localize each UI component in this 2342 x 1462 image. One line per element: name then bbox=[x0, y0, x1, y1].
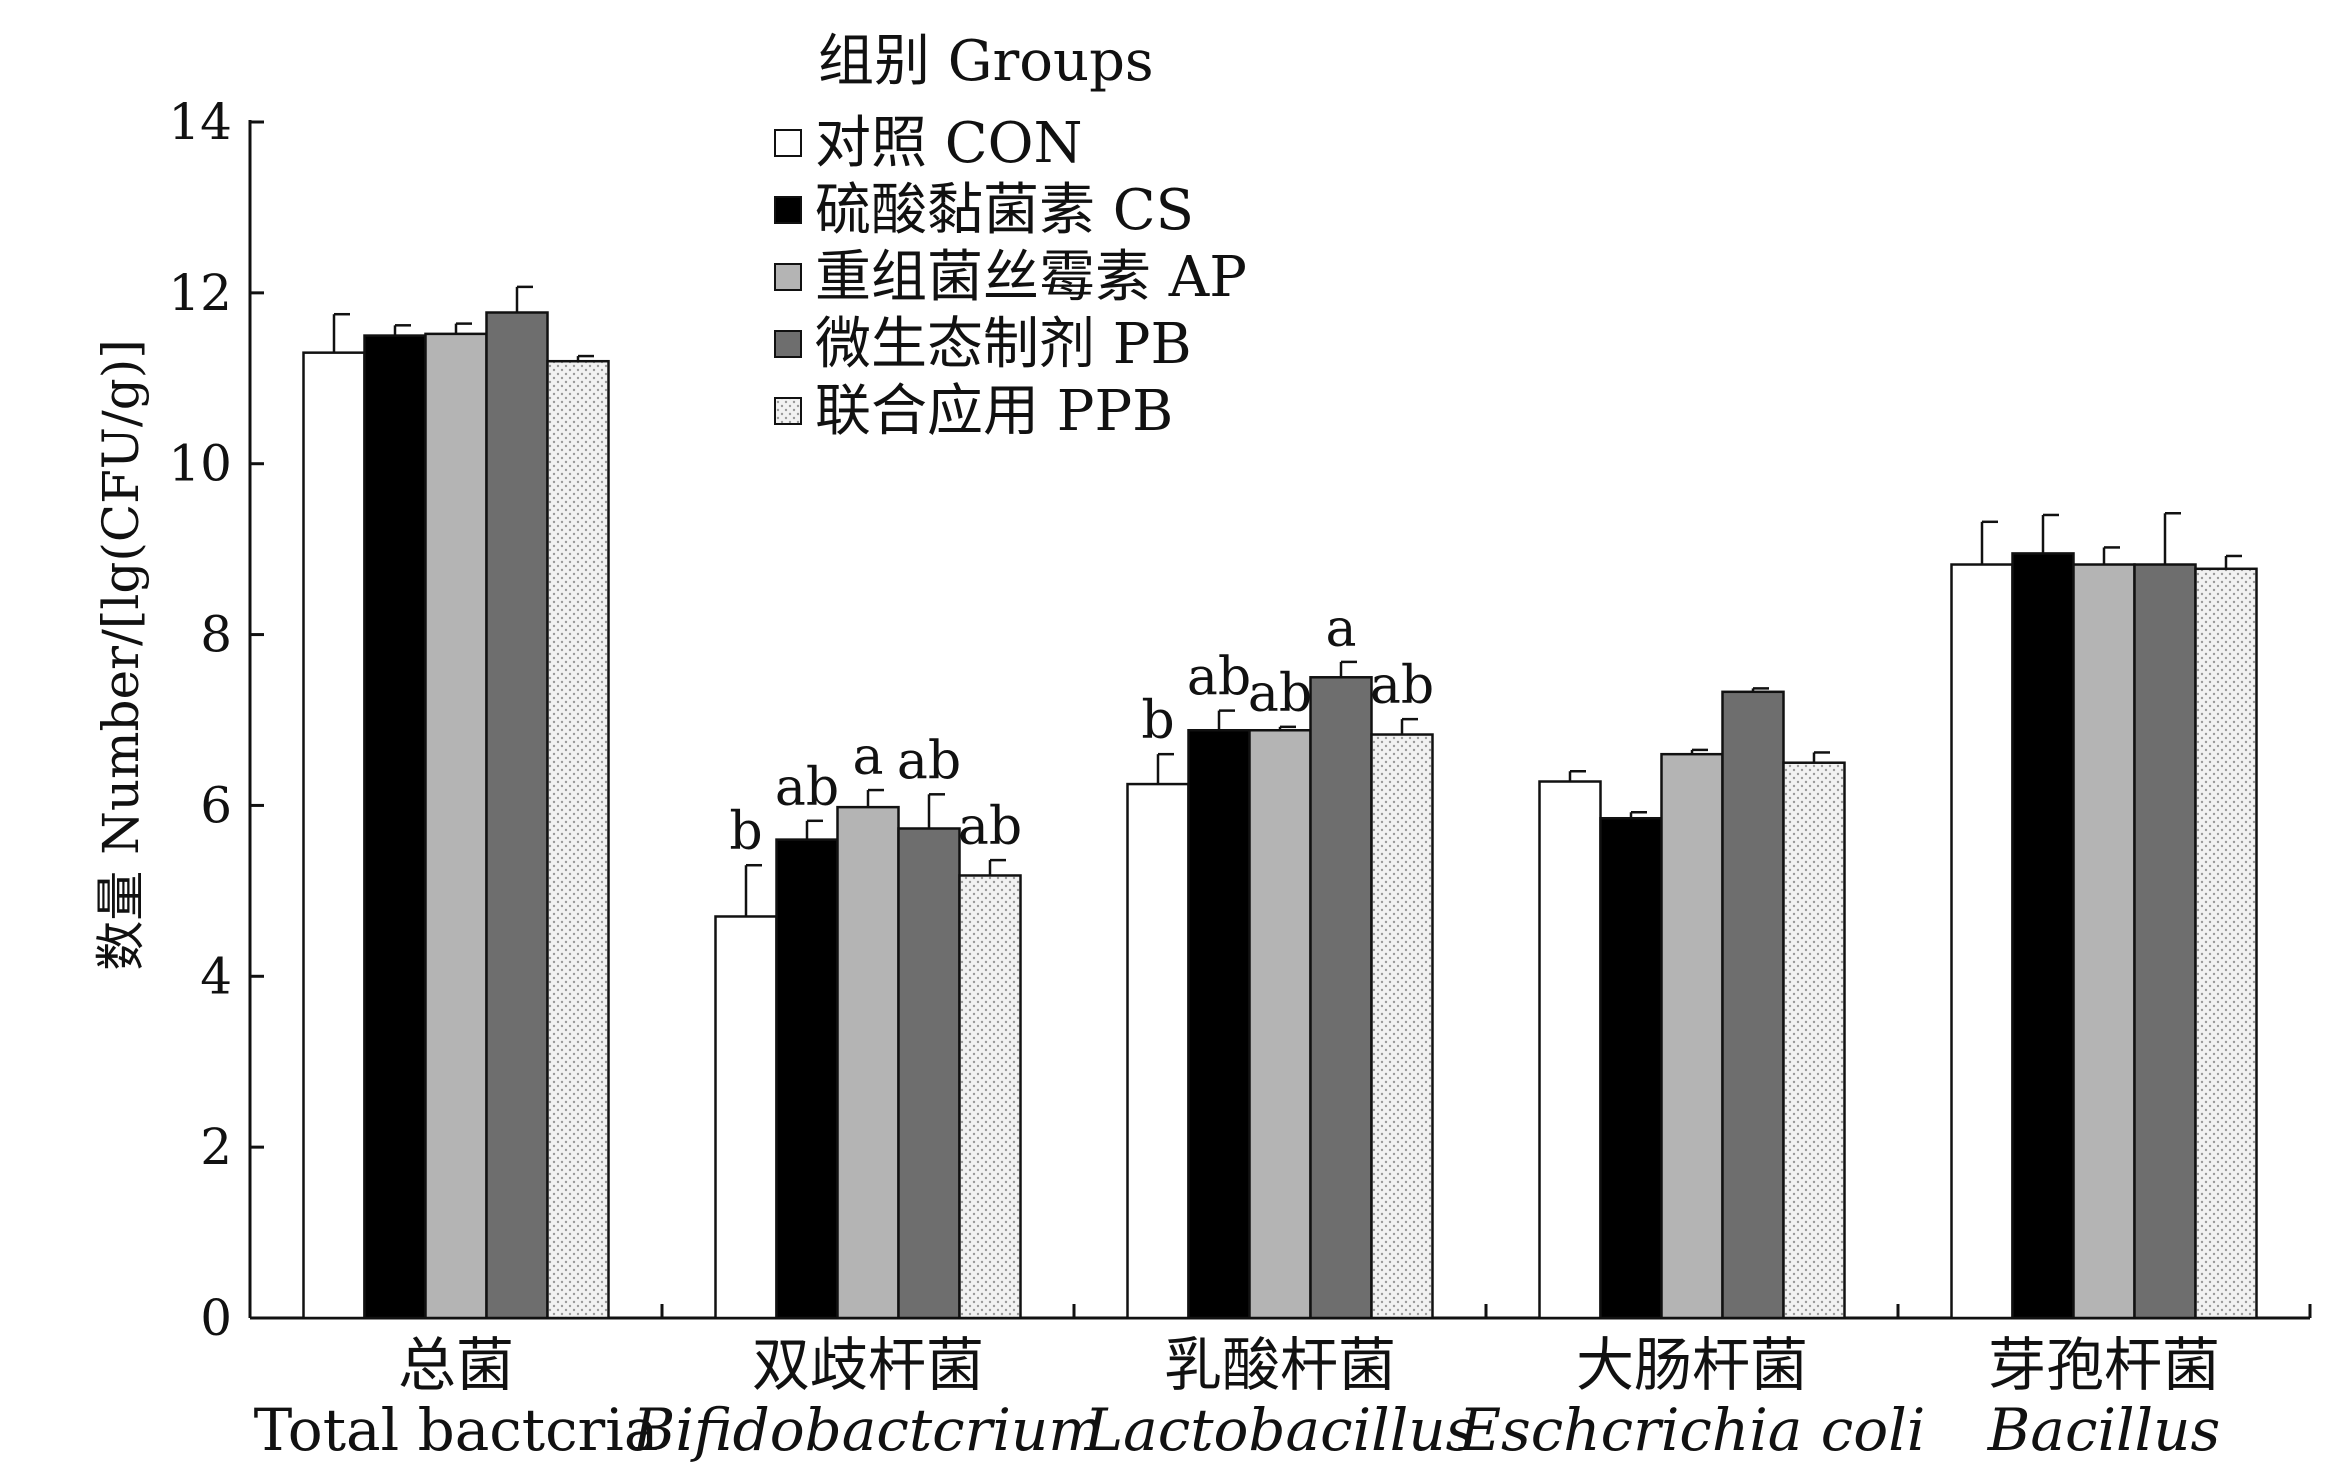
bar bbox=[546, 359, 610, 1320]
y-ticks: 0 2 4 6 8 10 12 14 bbox=[168, 93, 264, 1347]
bar bbox=[1660, 752, 1724, 1320]
y-tick-label: 6 bbox=[200, 776, 232, 834]
bar bbox=[897, 827, 961, 1320]
legend-entry: 重组菌丝霉素 AP bbox=[815, 245, 1247, 310]
significance-label: ab bbox=[1370, 656, 1434, 716]
category-label-en: Total bactcria bbox=[254, 1396, 659, 1462]
legend-entry: 硫酸黏菌素 CS bbox=[815, 178, 1194, 243]
bar bbox=[2011, 552, 2075, 1320]
significance-label: ab bbox=[775, 758, 839, 818]
legend-entry: 对照 CON bbox=[815, 111, 1083, 176]
significance-label: b bbox=[729, 802, 762, 862]
y-tick-label: 14 bbox=[168, 93, 232, 151]
legend-swatch bbox=[774, 129, 802, 157]
y-tick-label: 8 bbox=[200, 606, 232, 664]
bar bbox=[1950, 563, 2014, 1320]
y-axis-title: 数量 Number/[lg(CFU/g)] bbox=[92, 339, 150, 971]
bar bbox=[714, 915, 778, 1320]
category-label-en: Eschcrichia coli bbox=[1458, 1396, 1926, 1462]
bar bbox=[1187, 729, 1251, 1320]
y-tick-label: 0 bbox=[200, 1289, 232, 1347]
category-label-cn: 芽孢杆菌 bbox=[1988, 1331, 2220, 1399]
significance-label: b bbox=[1141, 691, 1174, 751]
category-label-cn: 大肠杆菌 bbox=[1576, 1331, 1808, 1399]
category-label-en: Bacillus bbox=[1987, 1396, 2220, 1462]
error-bars bbox=[332, 285, 2242, 917]
legend-swatch bbox=[774, 196, 802, 224]
bars bbox=[302, 311, 2258, 1320]
bar bbox=[302, 351, 366, 1320]
category-label-en: Lactobacillus bbox=[1084, 1396, 1476, 1462]
bar bbox=[485, 311, 549, 1320]
bar bbox=[1782, 761, 1846, 1320]
bar bbox=[363, 334, 427, 1320]
significance-label: ab bbox=[1187, 648, 1251, 708]
bar bbox=[958, 874, 1022, 1320]
bar bbox=[2072, 563, 2136, 1320]
bar bbox=[2133, 563, 2197, 1320]
bar bbox=[1309, 676, 1373, 1320]
legend-title: 组别 Groups bbox=[818, 29, 1154, 94]
y-tick-label: 12 bbox=[168, 264, 232, 322]
bar bbox=[2194, 567, 2258, 1320]
legend-swatch bbox=[774, 263, 802, 291]
significance-label: a bbox=[852, 727, 883, 787]
bar bbox=[424, 332, 488, 1320]
bar bbox=[1721, 690, 1785, 1320]
bar bbox=[1599, 816, 1663, 1320]
y-tick-label: 2 bbox=[200, 1118, 232, 1176]
bar bbox=[775, 838, 839, 1320]
legend-swatch bbox=[774, 397, 802, 425]
y-tick-label: 4 bbox=[200, 947, 232, 1005]
legend-entry: 微生态制剂 PB bbox=[815, 312, 1192, 377]
category-label-cn: 双歧杆菌 bbox=[752, 1331, 984, 1399]
bar bbox=[1370, 733, 1434, 1320]
category-label-cn: 总菌 bbox=[398, 1331, 514, 1399]
bar bbox=[836, 805, 900, 1320]
legend-swatch bbox=[774, 330, 802, 358]
significance-label: ab bbox=[1248, 664, 1312, 724]
bar bbox=[1126, 782, 1190, 1320]
category-label-en: Bifidobactcrium bbox=[632, 1396, 1104, 1462]
significance-label: ab bbox=[958, 797, 1022, 857]
bar bbox=[1538, 780, 1602, 1320]
category-label-cn: 乳酸杆菌 bbox=[1164, 1331, 1396, 1399]
y-tick-label: 10 bbox=[168, 435, 232, 493]
legend-entry: 联合应用 PPB bbox=[815, 379, 1173, 444]
bar bbox=[1248, 729, 1312, 1320]
significance-label: ab bbox=[897, 731, 961, 791]
significance-label: a bbox=[1325, 599, 1356, 659]
